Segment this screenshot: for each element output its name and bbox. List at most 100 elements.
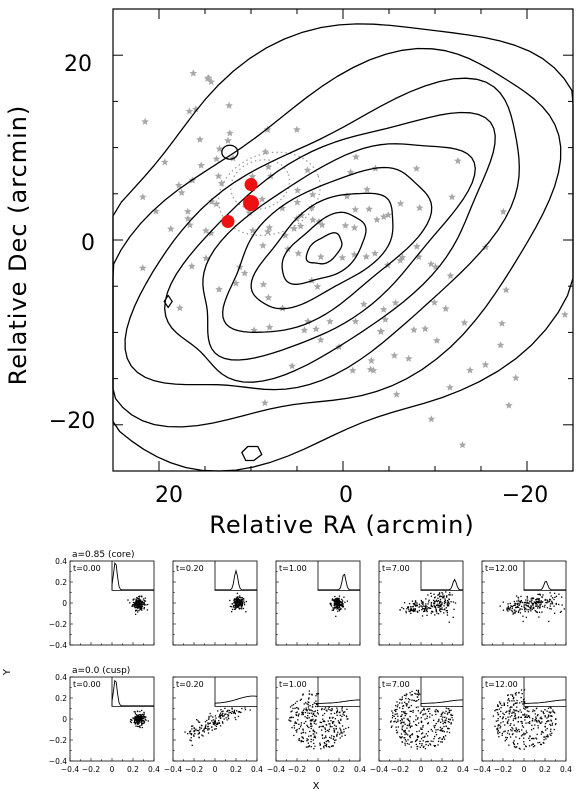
particle: [546, 599, 548, 601]
particle: [409, 610, 412, 612]
particle: [549, 599, 552, 601]
particle: [346, 708, 348, 710]
particle: [523, 734, 525, 736]
particle: [433, 604, 435, 606]
particle: [310, 709, 312, 711]
particle: [412, 609, 415, 611]
particle: [337, 602, 339, 604]
particle: [140, 721, 142, 723]
particle: [440, 721, 442, 723]
particle: [446, 596, 448, 598]
particle: [438, 718, 440, 721]
particle: [528, 710, 530, 713]
particle: [433, 602, 435, 604]
particle: [443, 738, 446, 740]
particle: [531, 724, 533, 726]
inset-profile: [214, 695, 258, 707]
particle: [507, 705, 509, 707]
star-marker: [139, 193, 147, 201]
particle: [550, 715, 552, 717]
sim-y-tick-label: 0.2: [55, 578, 67, 587]
particle: [237, 599, 239, 601]
particle: [497, 705, 499, 707]
inset-profile: [420, 699, 463, 707]
particle: [494, 710, 496, 712]
particle: [409, 716, 411, 718]
sim-x-tick-label: 0.4: [251, 765, 263, 774]
particle: [403, 722, 405, 724]
particle: [317, 693, 320, 695]
particle: [418, 730, 420, 732]
star-marker: [208, 197, 216, 205]
particle: [193, 735, 195, 737]
particle: [406, 693, 408, 696]
particle: [436, 709, 439, 712]
particle: [295, 729, 297, 732]
particle: [446, 595, 448, 597]
particle: [421, 615, 424, 617]
star-marker: [352, 153, 360, 161]
particle: [497, 727, 499, 729]
particle: [554, 596, 556, 598]
star-marker: [232, 279, 240, 287]
particle: [530, 601, 533, 603]
particle: [445, 717, 448, 719]
particle: [135, 609, 137, 611]
particle: [233, 608, 236, 610]
particle: [338, 608, 340, 610]
particle: [437, 600, 440, 602]
particle: [444, 608, 446, 610]
particle: [329, 736, 331, 739]
particle: [409, 734, 411, 737]
particle: [421, 709, 423, 712]
star-marker: [177, 188, 186, 196]
star-marker: [396, 256, 405, 264]
sim-row-label: a=0.85 (core): [72, 550, 134, 560]
particle: [542, 712, 544, 714]
particle: [393, 721, 395, 723]
particle: [135, 722, 137, 724]
particle: [529, 606, 531, 609]
particle: [405, 697, 407, 700]
particle: [555, 603, 557, 605]
particle: [324, 720, 326, 723]
particle: [499, 716, 501, 718]
particle: [513, 700, 515, 702]
particle: [322, 718, 324, 720]
particle: [445, 601, 447, 603]
particle: [294, 721, 296, 723]
particle: [512, 695, 514, 697]
particle: [417, 745, 419, 748]
particle: [239, 604, 241, 607]
particle: [336, 603, 338, 605]
particle: [542, 601, 544, 603]
particle: [523, 607, 526, 609]
particle: [302, 693, 304, 695]
particle: [516, 699, 518, 702]
particle: [514, 714, 516, 717]
particle: [401, 696, 403, 698]
particle: [136, 597, 139, 599]
particle: [548, 600, 551, 603]
particle: [517, 604, 519, 606]
particle: [514, 713, 516, 715]
particle: [537, 593, 539, 596]
particle: [399, 609, 401, 611]
particle: [537, 714, 539, 716]
particle: [337, 607, 339, 609]
particle: [229, 599, 231, 602]
particle: [420, 711, 422, 713]
particle: [532, 604, 534, 606]
particle: [441, 602, 443, 604]
sim-x-tick-label: −0.2: [391, 765, 409, 774]
particle: [502, 601, 504, 603]
particle: [311, 694, 313, 696]
particle: [497, 704, 499, 706]
star-marker: [384, 211, 392, 219]
particle-cloud: [229, 592, 247, 613]
particle: [421, 721, 423, 723]
particle: [420, 727, 422, 729]
particle: [448, 721, 450, 723]
particle: [394, 713, 396, 715]
particle: [413, 720, 415, 723]
